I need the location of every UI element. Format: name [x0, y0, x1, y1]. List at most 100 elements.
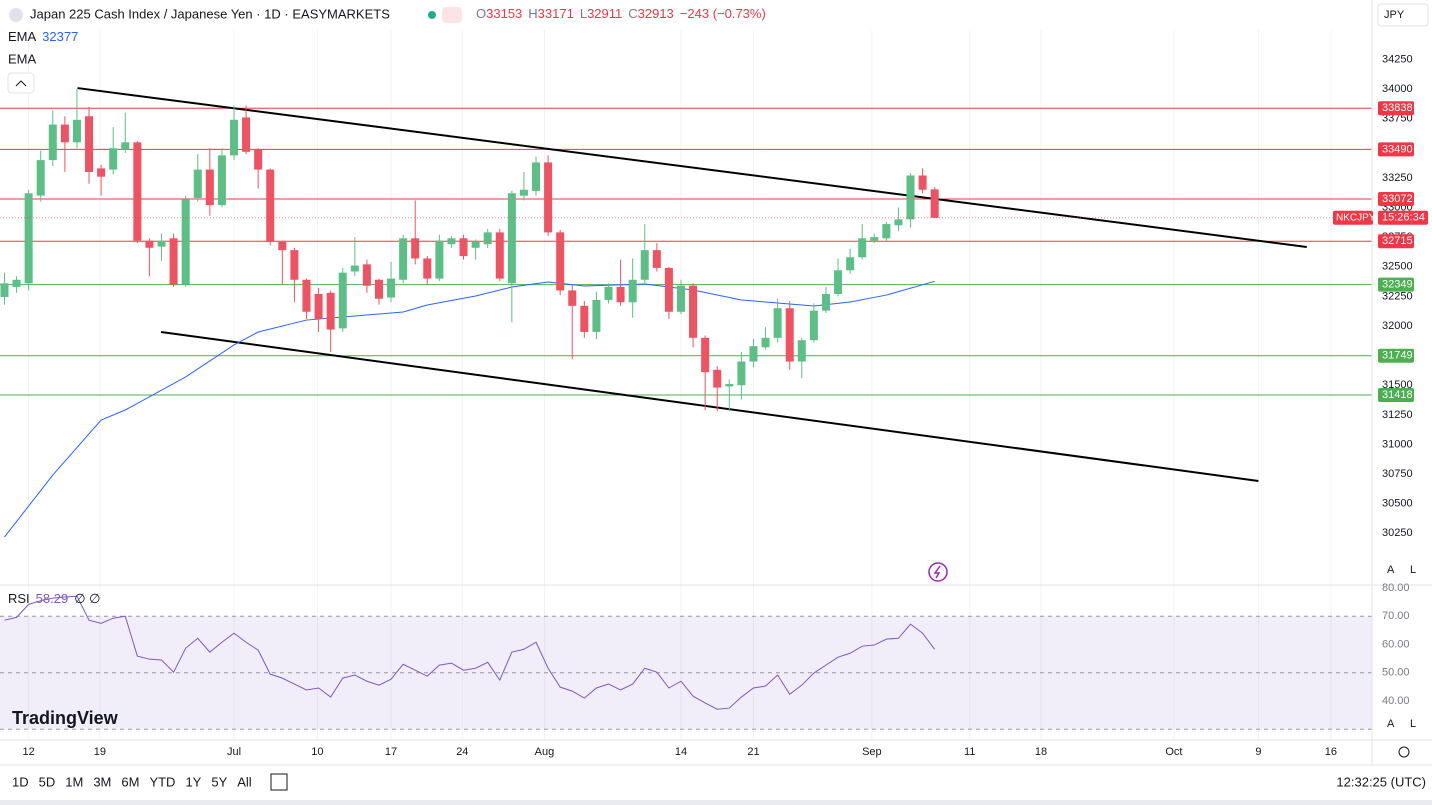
range-button[interactable]: YTD [149, 774, 175, 789]
change: −243 (−0.73%) [680, 6, 766, 21]
candle-body [121, 142, 130, 150]
x-tick-label: Sep [862, 746, 882, 758]
candle-body [664, 267, 673, 312]
x-tick-label: 18 [1035, 746, 1047, 758]
log-button[interactable]: L [1410, 718, 1416, 730]
y-tick-label: 32000 [1382, 320, 1413, 332]
rsi-tick-label: 80.00 [1382, 582, 1410, 594]
logo: TradingView [12, 708, 119, 728]
candle-body [97, 168, 106, 177]
toolbar: 1D 5D 1M 3M 6M YTD 1Y 5Y All [12, 774, 252, 789]
candle-body [761, 337, 770, 348]
candle-body [676, 285, 685, 312]
x-tick-label: Oct [1165, 746, 1182, 758]
candle-body [435, 240, 444, 279]
rsi-value: 58.29 [36, 591, 69, 606]
candle-body [133, 142, 142, 241]
candle-body [362, 264, 371, 286]
rsi-pane [0, 595, 1372, 730]
axes: 3025030500307503100031250315003175032000… [0, 53, 1428, 758]
candle-body [193, 169, 202, 199]
candle-body [592, 299, 601, 332]
level-label-box [1378, 101, 1414, 116]
candle-body [314, 293, 323, 319]
settings-icon[interactable] [1398, 746, 1410, 758]
ema-label: EMA [8, 29, 37, 44]
symbol-box [1333, 210, 1373, 225]
candle-body [254, 149, 263, 170]
y-tick-label: 31250 [1382, 409, 1413, 421]
level-label-box [1378, 191, 1414, 206]
collapse-button[interactable] [7, 72, 35, 94]
range-button[interactable]: 1M [65, 774, 83, 789]
ohlc-value: 33153 [486, 6, 522, 21]
countdown-box [1378, 210, 1428, 225]
candle-body [0, 283, 9, 297]
y-tick-label: 34250 [1382, 53, 1413, 65]
candle-body [12, 279, 21, 287]
candle-body [471, 241, 480, 248]
event-icon[interactable] [928, 562, 948, 582]
currency-button[interactable] [1377, 3, 1429, 27]
auto-button[interactable]: A [1387, 718, 1395, 730]
rsi-band [0, 616, 1372, 730]
ohlc: O33153 H33171 L32911 C32913 −243 (−0.73%) [476, 6, 766, 21]
candle-body [24, 193, 33, 284]
ohlc-label: L [580, 6, 587, 21]
range-button[interactable]: All [237, 774, 252, 789]
rsi-tick-label: 40.00 [1382, 695, 1410, 707]
ohlc-value: 32913 [638, 6, 674, 21]
ohlc-label: O [476, 6, 486, 21]
ema2-legend[interactable]: EMA [8, 51, 37, 66]
candle-body [411, 238, 420, 259]
rsi-tick-label: 50.00 [1382, 667, 1410, 679]
range-button[interactable]: 3M [93, 774, 111, 789]
candle-body [906, 175, 915, 220]
rsi-tick-label: 70.00 [1382, 610, 1410, 622]
y-tick-label: 34000 [1382, 83, 1413, 95]
log-button[interactable]: L [1410, 564, 1416, 576]
candle-body [556, 232, 565, 291]
candle-body [507, 193, 516, 284]
ohlc-label: H [528, 6, 537, 21]
level-label-box [1378, 387, 1414, 402]
status-badge [442, 7, 462, 23]
candle-body [701, 337, 710, 373]
level-label-box [1378, 142, 1414, 157]
range-button[interactable]: 1Y [185, 774, 201, 789]
rsi-extra: ∅ ∅ [74, 591, 100, 606]
range-button[interactable]: 1D [12, 774, 29, 789]
candle-body [846, 257, 855, 271]
candle-body [447, 238, 456, 245]
calendar-icon[interactable] [270, 773, 288, 791]
candle-body [483, 232, 492, 245]
candle-body [72, 119, 81, 143]
rsi-legend[interactable]: RSI 58.29 ∅ ∅ [8, 591, 100, 606]
rsi-label: RSI [8, 591, 30, 606]
range-button[interactable]: 5Y [211, 774, 227, 789]
level-label: 32715 [1382, 235, 1413, 247]
candle-body [495, 232, 504, 279]
candle-body [157, 240, 166, 247]
ema-value: 32377 [42, 29, 78, 44]
candle-body [652, 250, 661, 268]
candle-body [423, 258, 432, 279]
ohlc-value: 32911 [587, 6, 622, 21]
candle-body [242, 117, 251, 152]
candle-body [773, 308, 782, 338]
candle-body [568, 290, 577, 306]
range-button[interactable]: 6M [121, 774, 139, 789]
level-label: 33838 [1382, 102, 1413, 114]
candle-body [302, 279, 311, 312]
level-label: 31749 [1382, 350, 1413, 362]
candle-body [36, 160, 45, 196]
y-tick-label: 33750 [1382, 113, 1413, 125]
candle-body [205, 169, 214, 206]
candle-body [48, 124, 57, 161]
range-button[interactable]: 5D [39, 774, 56, 789]
ema-legend[interactable]: EMA 32377 [8, 29, 78, 44]
level-label: 33490 [1382, 143, 1413, 155]
ohlc-label: C [628, 6, 637, 21]
auto-button[interactable]: A [1387, 564, 1395, 576]
